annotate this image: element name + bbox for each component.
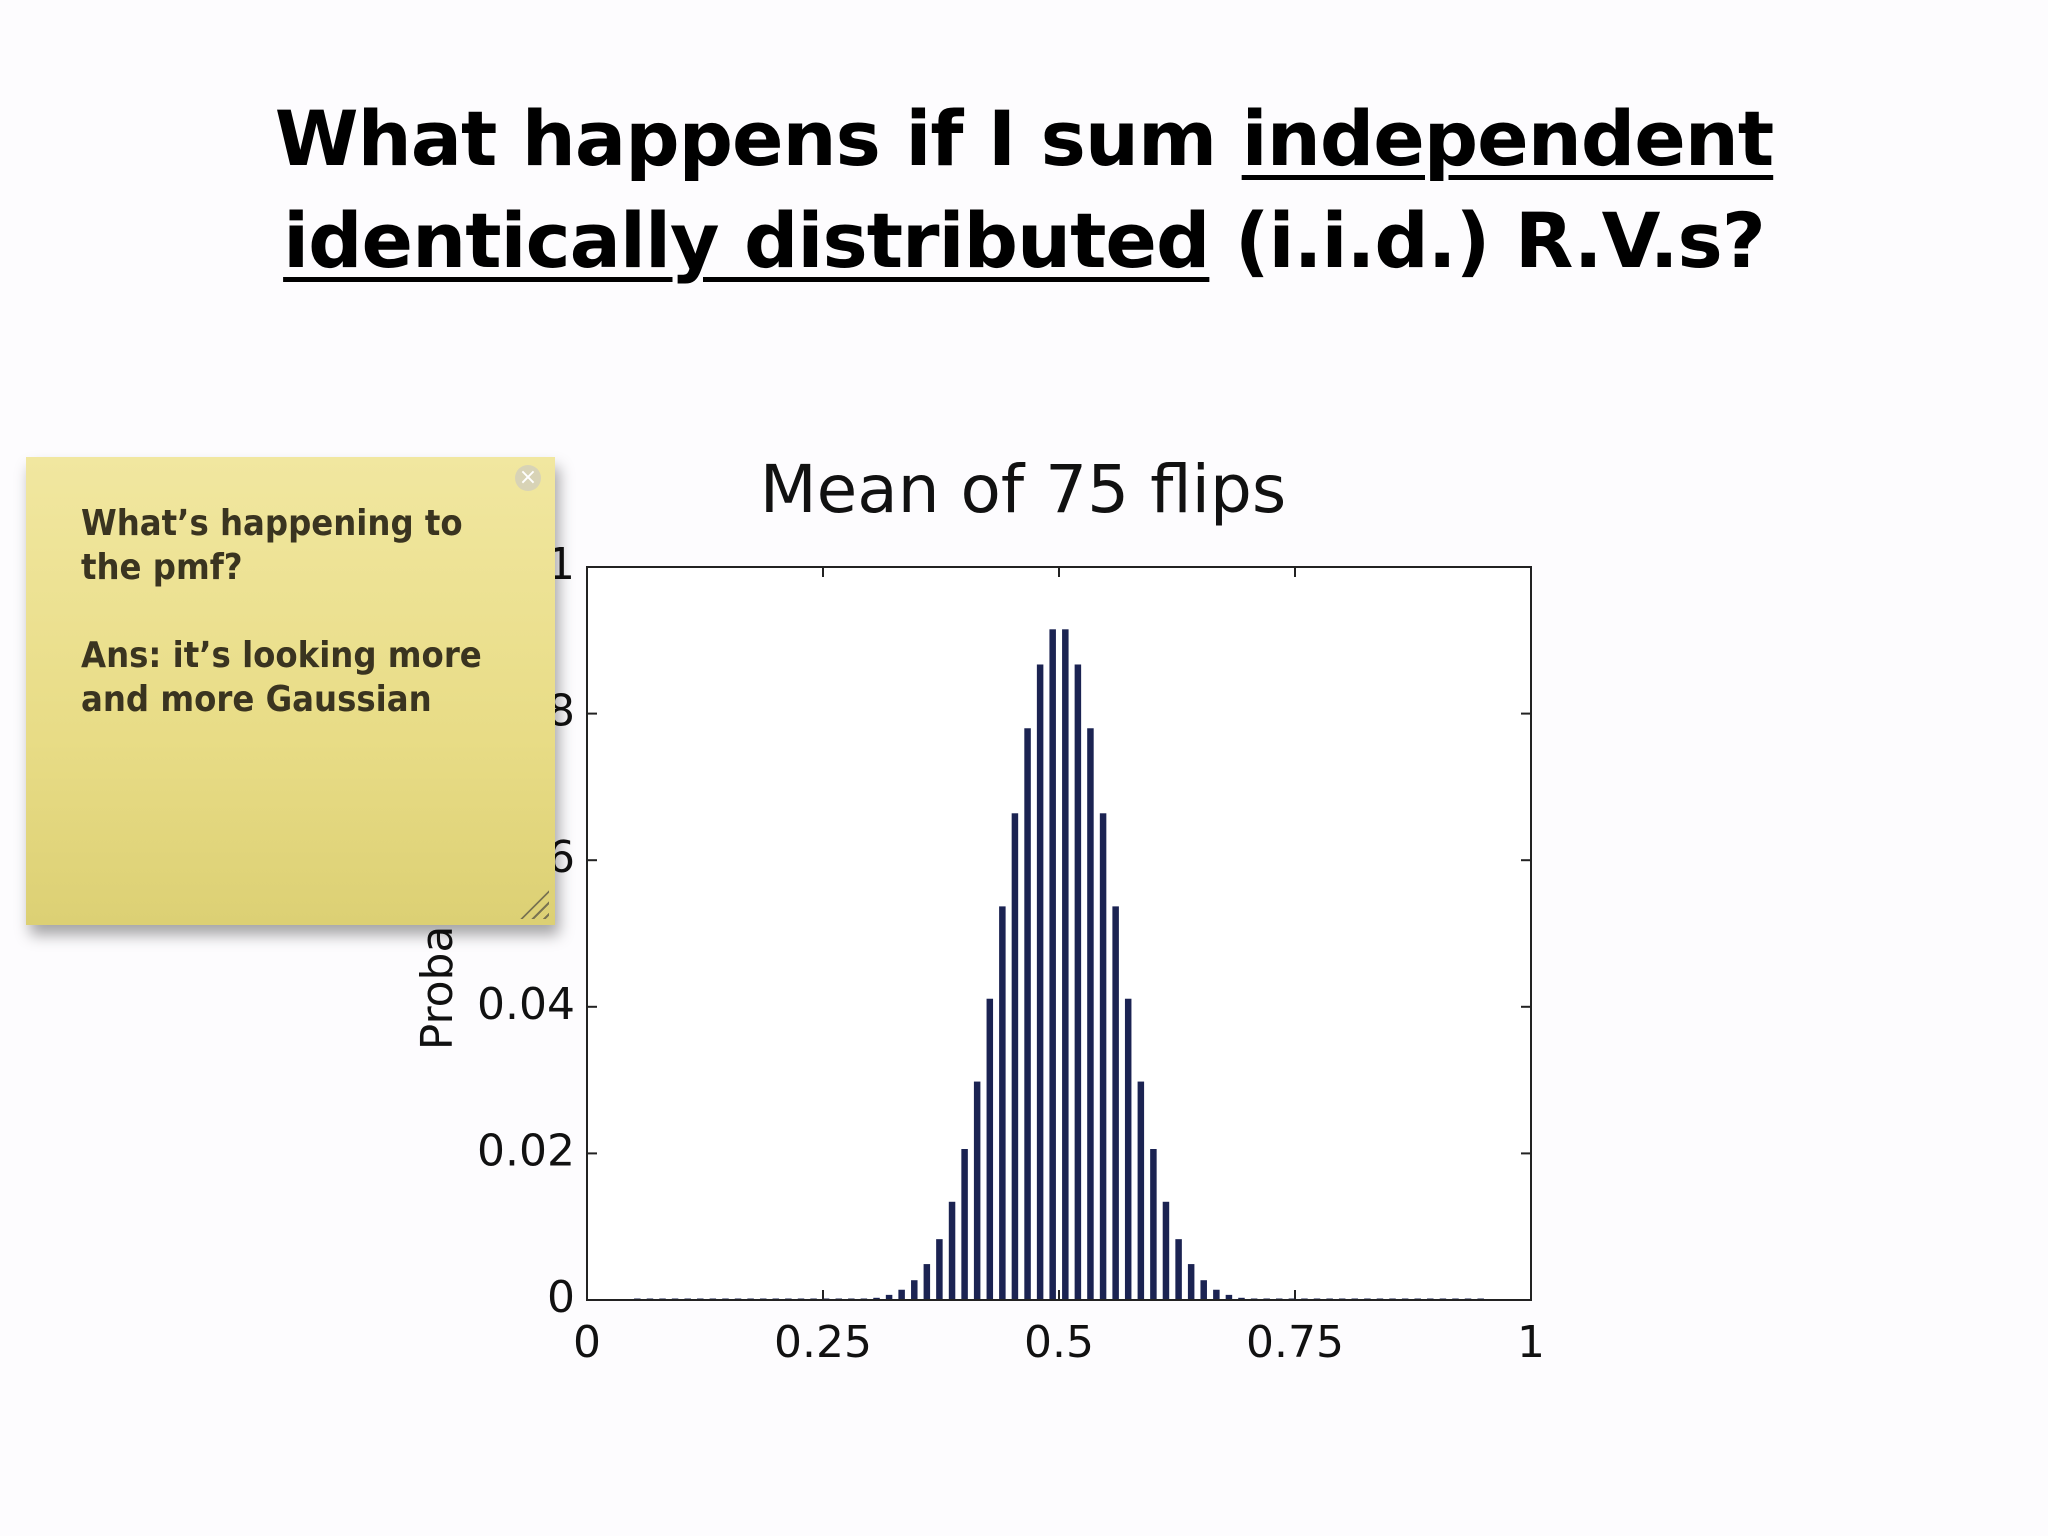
bar [1238,1297,1245,1300]
sticky-note[interactable]: × What’s happening to the pmf? Ans: it’s… [26,457,555,925]
y-tick-label: 0 [547,1272,575,1323]
bar [1062,629,1069,1300]
bar [1074,664,1082,1300]
resize-grip[interactable] [519,889,549,919]
title-segment: (i.i.d.) R.V.s? [1209,196,1766,285]
x-tick-label: 0.75 [1246,1317,1344,1368]
bar [1024,728,1031,1300]
bar [1112,906,1119,1300]
bar [1049,629,1056,1300]
close-button[interactable]: × [515,465,541,491]
bar [973,1081,981,1300]
bar [873,1297,880,1300]
y-tick-label: 0.02 [477,1125,575,1176]
x-tick-label: 1 [1517,1317,1545,1368]
bar [1036,664,1044,1300]
bar [1162,1201,1170,1300]
note-line: Ans: it’s looking more and more Gaussian [81,635,482,720]
x-tick-label: 0 [573,1317,601,1368]
bar [1187,1264,1195,1300]
bar [1213,1289,1220,1300]
x-tick-label: 0.5 [1024,1317,1094,1368]
bar [948,1201,956,1300]
bar [1124,998,1132,1300]
title-segment: independent [1241,94,1775,183]
bar [1225,1294,1233,1300]
title-segment: identically distributed [283,196,1210,285]
bar [911,1280,918,1300]
bar [885,1294,893,1300]
bar [1200,1280,1207,1300]
plot-frame [586,566,1532,1301]
y-tick-label: 0.04 [477,979,575,1030]
bar [1087,728,1094,1300]
bar [898,1289,905,1300]
bar [986,998,994,1300]
title-line: identically distributed (i.i.d.) R.V.s? [0,190,2048,292]
bar [1150,1149,1157,1300]
slide-title: What happens if I sum independent identic… [0,88,2048,292]
chart-title: Mean of 75 flips [760,451,1287,528]
title-segment: What happens if I sum [274,94,1242,183]
bar [961,1149,968,1300]
bar [1137,1081,1145,1300]
note-line: What’s happening to the pmf? [81,503,463,588]
bar [999,906,1006,1300]
bar [923,1264,931,1300]
bar [1099,813,1107,1300]
title-line: What happens if I sum independent [0,88,2048,190]
x-tick-label: 0.25 [774,1317,872,1368]
bar [1011,813,1019,1300]
plot-frame [586,566,1532,1301]
bar [1175,1239,1182,1300]
note-text: What’s happening to the pmf? Ans: it’s l… [81,502,521,766]
bar [936,1239,943,1300]
